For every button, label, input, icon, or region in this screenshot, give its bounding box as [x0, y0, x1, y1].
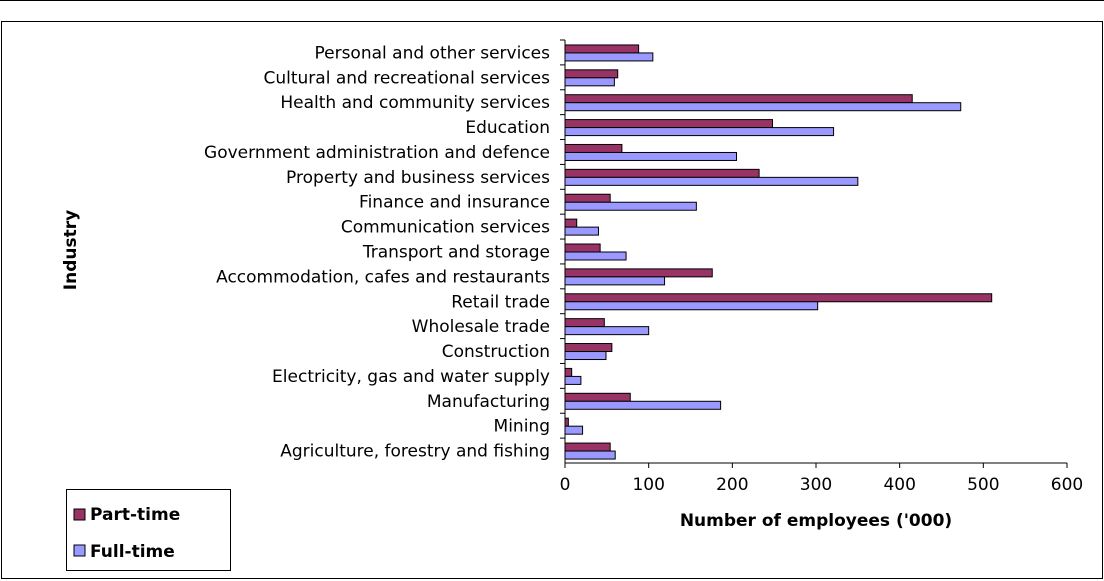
bar-part-time-health-and-community-services — [564, 94, 913, 104]
category-label-retail-trade: Retail trade — [451, 292, 550, 312]
bars — [564, 44, 993, 460]
category-label-finance-and-insurance: Finance and insurance — [359, 193, 550, 213]
bar-full-time-retail-trade — [564, 301, 819, 311]
x-axis-title: Number of employees ('000) — [680, 511, 952, 531]
x-tick-label-300: 300 — [800, 475, 832, 495]
x-tick-label-600: 600 — [1051, 475, 1083, 495]
category-label-property-and-business-services: Property and business services — [286, 168, 550, 188]
bar-part-time-accommodation-cafes-and-restaurants — [564, 268, 713, 278]
legend-label-full-time: Full-time — [90, 542, 175, 562]
legend: Part-time Full-time — [66, 489, 231, 571]
bar-part-time-agriculture-forestry-and-fishing — [564, 442, 611, 452]
bar-part-time-education — [564, 119, 773, 129]
bar-part-time-electricity-gas-and-water-supply — [564, 367, 573, 377]
bar-full-time-transport-and-storage — [564, 251, 627, 261]
bar-full-time-education — [564, 127, 835, 137]
bar-full-time-personal-and-other-services — [564, 52, 654, 62]
bar-full-time-mining — [564, 425, 584, 435]
category-label-wholesale-trade: Wholesale trade — [412, 317, 550, 337]
legend-swatch-full-time — [73, 544, 86, 557]
y-axis-title: Industry — [61, 210, 81, 290]
bar-full-time-accommodation-cafes-and-restaurants — [564, 276, 666, 286]
bar-full-time-cultural-and-recreational-services — [564, 77, 615, 87]
x-tick-label-200: 200 — [716, 475, 748, 495]
legend-box — [66, 489, 231, 571]
category-label-transport-and-storage: Transport and storage — [362, 243, 550, 263]
bar-part-time-cultural-and-recreational-services — [564, 69, 619, 79]
bar-part-time-transport-and-storage — [564, 243, 601, 253]
bar-part-time-construction — [564, 343, 613, 353]
bar-part-time-personal-and-other-services — [564, 44, 640, 54]
category-labels: Personal and other services Cultural and … — [204, 43, 550, 461]
category-label-accommodation-cafes-and-restaurants: Accommodation, cafes and restaurants — [216, 267, 550, 287]
category-label-manufacturing: Manufacturing — [427, 392, 550, 412]
bar-part-time-communication-services — [564, 218, 578, 228]
bar-part-time-retail-trade — [564, 293, 993, 303]
category-label-electricity-gas-and-water-supply: Electricity, gas and water supply — [272, 367, 550, 387]
category-label-health-and-community-services: Health and community services — [280, 93, 550, 113]
bar-full-time-communication-services — [564, 226, 599, 236]
bar-full-time-government-administration-and-defence — [564, 151, 738, 161]
bar-part-time-finance-and-insurance — [564, 193, 611, 203]
bar-full-time-electricity-gas-and-water-supply — [564, 375, 582, 385]
x-tick-label-400: 400 — [883, 475, 915, 495]
bar-full-time-property-and-business-services — [564, 176, 859, 186]
bar-full-time-finance-and-insurance — [564, 201, 697, 211]
bar-part-time-wholesale-trade — [564, 318, 605, 328]
x-tick-label-100: 100 — [632, 475, 664, 495]
category-label-education: Education — [465, 118, 550, 138]
category-label-agriculture-forestry-and-fishing: Agriculture, forestry and fishing — [280, 442, 550, 462]
bar-part-time-manufacturing — [564, 392, 631, 402]
bar-full-time-wholesale-trade — [564, 326, 650, 336]
category-label-communication-services: Communication services — [341, 218, 550, 238]
bar-part-time-property-and-business-services — [564, 168, 760, 178]
bar-full-time-health-and-community-services — [564, 102, 962, 112]
category-label-cultural-and-recreational-services: Cultural and recreational services — [263, 68, 550, 88]
category-label-mining: Mining — [494, 417, 550, 437]
category-label-construction: Construction — [442, 342, 550, 362]
bar-part-time-mining — [564, 417, 569, 427]
legend-label-part-time: Part-time — [90, 505, 180, 525]
bar-part-time-government-administration-and-defence — [564, 143, 623, 153]
x-tick-label-0: 0 — [560, 475, 571, 495]
bar-full-time-construction — [564, 351, 607, 361]
category-label-personal-and-other-services: Personal and other services — [314, 43, 550, 63]
bar-full-time-agriculture-forestry-and-fishing — [564, 450, 616, 460]
x-ticks: 0 100 200 300 400 500 600 — [560, 463, 1083, 495]
x-tick-label-500: 500 — [967, 475, 999, 495]
legend-swatch-part-time — [73, 508, 86, 521]
bar-full-time-manufacturing — [564, 400, 722, 410]
category-label-government-administration-and-defence: Government administration and defence — [204, 143, 550, 163]
